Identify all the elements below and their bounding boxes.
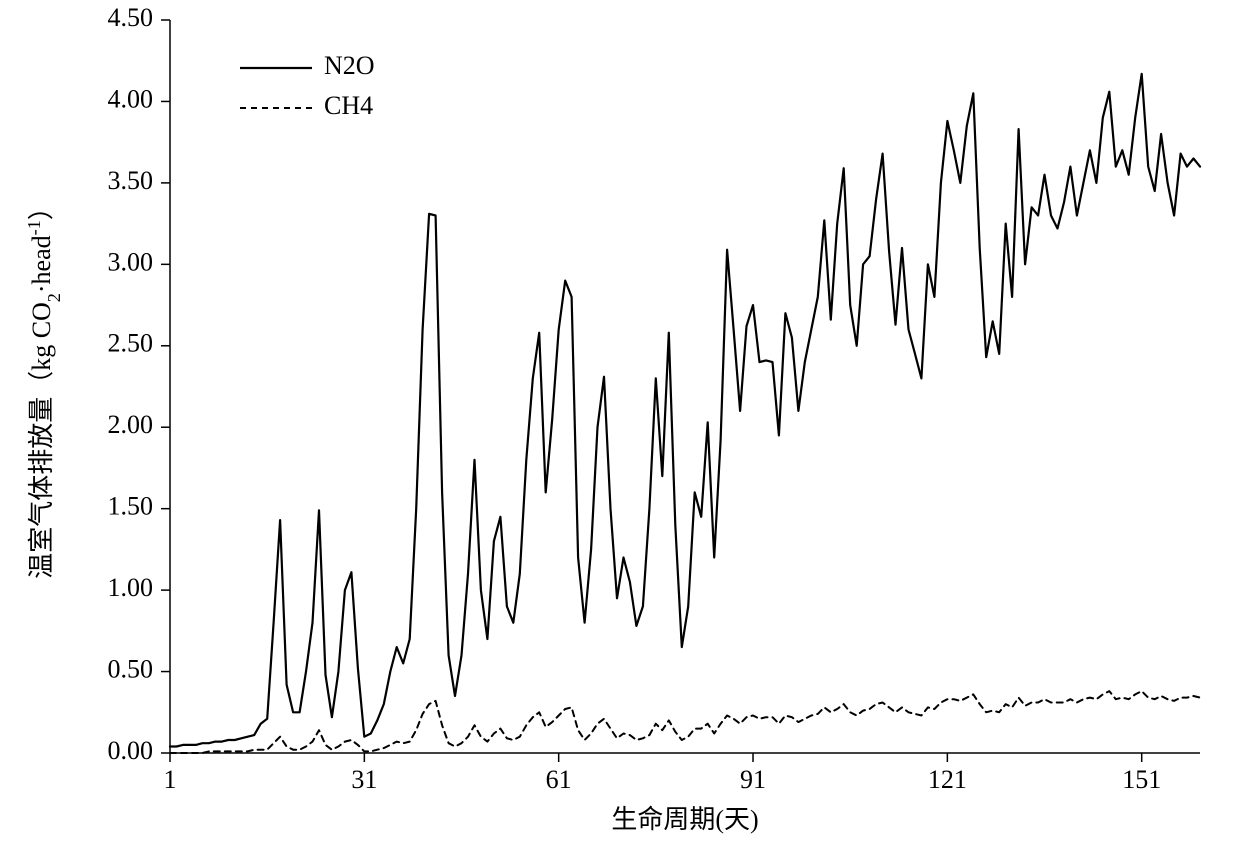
svg-text:151: 151: [1122, 765, 1161, 794]
svg-text:4.00: 4.00: [108, 84, 154, 113]
svg-text:3.50: 3.50: [108, 166, 154, 195]
legend-label-n2o: N2O: [324, 51, 375, 80]
svg-text:3.00: 3.00: [108, 247, 154, 276]
svg-text:1: 1: [164, 765, 177, 794]
legend-label-ch4: CH4: [324, 91, 373, 120]
svg-text:1.50: 1.50: [108, 492, 154, 521]
svg-text:4.50: 4.50: [108, 3, 154, 32]
svg-text:2.50: 2.50: [108, 329, 154, 358]
emissions-line-chart: 0.00 0.50 1.00 1.50 2.00 2.50 3.00 3.50 4.00 4.50…: [0, 0, 1240, 843]
svg-text:91: 91: [740, 765, 766, 794]
x-axis-title: 生命周期(天): [611, 805, 758, 834]
svg-text:0.50: 0.50: [108, 655, 154, 684]
svg-text:31: 31: [351, 765, 377, 794]
svg-text:61: 61: [546, 765, 572, 794]
svg-text:1.00: 1.00: [108, 573, 154, 602]
svg-text:121: 121: [928, 765, 967, 794]
svg-text:0.00: 0.00: [108, 736, 154, 765]
svg-text:2.00: 2.00: [108, 410, 154, 439]
